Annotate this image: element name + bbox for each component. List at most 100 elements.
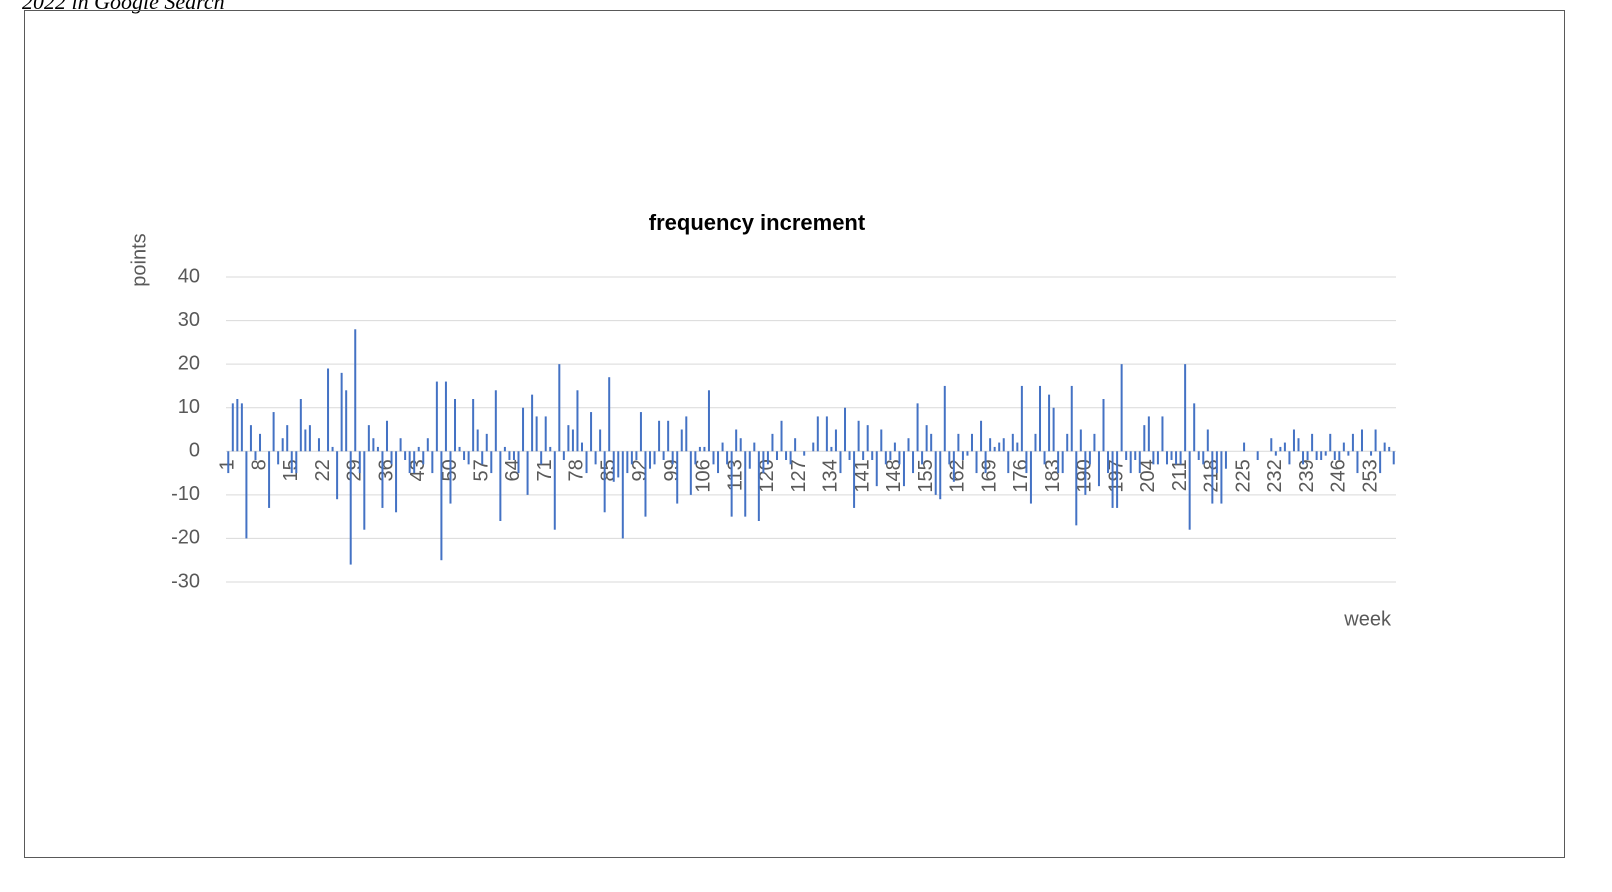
bar <box>1057 451 1060 474</box>
y-tick-label: 20 <box>178 352 200 374</box>
x-tick-label: 29 <box>344 459 366 481</box>
bar <box>272 412 275 452</box>
bar <box>898 451 901 465</box>
x-tick-label: 127 <box>788 459 810 492</box>
bar <box>880 429 883 452</box>
y-tick-label: -30 <box>171 570 200 592</box>
bar <box>408 451 411 474</box>
x-tick-label: 204 <box>1137 459 1159 492</box>
bar <box>449 451 452 504</box>
bar <box>871 451 874 460</box>
bar <box>1048 394 1051 452</box>
bar <box>295 451 298 474</box>
bar <box>1111 451 1114 508</box>
bar <box>454 399 457 452</box>
bar <box>1297 438 1300 452</box>
x-tick-label: 36 <box>375 459 397 481</box>
bar <box>1125 451 1128 460</box>
bar <box>961 451 964 460</box>
bar <box>943 385 946 452</box>
bar <box>825 416 828 452</box>
bar <box>893 442 896 452</box>
bar <box>585 451 588 474</box>
bar <box>1292 429 1295 452</box>
bar <box>1188 451 1191 530</box>
x-tick-label: 57 <box>471 459 493 481</box>
bar <box>249 425 252 452</box>
bar <box>1347 451 1350 456</box>
bar <box>1270 438 1273 452</box>
bar <box>658 420 661 452</box>
x-tick-label: 78 <box>566 459 588 481</box>
bar <box>1129 451 1132 474</box>
bar <box>844 407 847 452</box>
bar <box>1093 433 1096 452</box>
bar <box>512 451 515 460</box>
bar <box>1206 429 1209 452</box>
bar <box>599 429 602 452</box>
bar <box>517 451 520 474</box>
bar <box>236 399 239 452</box>
bar <box>277 451 280 465</box>
bar <box>1338 451 1341 460</box>
bar <box>653 451 656 465</box>
bar <box>1107 451 1110 474</box>
bar <box>540 451 543 465</box>
bar <box>571 429 574 452</box>
bar <box>1025 451 1028 474</box>
bar <box>367 425 370 452</box>
bar <box>1020 385 1023 452</box>
bar <box>671 451 674 465</box>
bar <box>440 451 443 561</box>
bar <box>490 451 493 474</box>
bar <box>1143 425 1146 452</box>
bar <box>1075 451 1078 526</box>
bar <box>458 446 461 452</box>
bar <box>590 412 593 452</box>
bar <box>1039 385 1042 452</box>
bar <box>730 451 733 517</box>
bar <box>245 451 248 539</box>
bar <box>1084 451 1087 495</box>
y-tick-label: -10 <box>171 483 200 505</box>
bar <box>630 451 633 465</box>
bar <box>794 438 797 452</box>
bar <box>766 451 769 465</box>
x-tick-label: 162 <box>947 459 969 492</box>
bar <box>907 438 910 452</box>
bar <box>744 451 747 517</box>
bar <box>875 451 878 487</box>
x-tick-label: 43 <box>407 459 429 481</box>
bar <box>381 451 384 508</box>
bar <box>644 451 647 517</box>
chart-frame <box>24 10 1565 858</box>
x-tick-label: 106 <box>693 459 715 492</box>
bar <box>1288 451 1291 465</box>
bar <box>558 364 561 452</box>
bar <box>889 451 892 460</box>
bar <box>526 451 529 495</box>
bar <box>739 438 742 452</box>
bar <box>553 451 556 530</box>
bar <box>639 412 642 452</box>
bar <box>376 446 379 452</box>
bar <box>372 438 375 452</box>
bar <box>417 446 420 452</box>
bar <box>912 451 915 474</box>
bar <box>1043 451 1046 465</box>
bar <box>662 451 665 460</box>
bar <box>390 451 393 465</box>
bar <box>481 451 484 465</box>
x-tick-label: 176 <box>1010 459 1032 492</box>
x-tick-label: 253 <box>1359 459 1381 492</box>
bar <box>1329 433 1332 452</box>
bar <box>1152 451 1155 465</box>
bar <box>549 446 552 452</box>
bar <box>612 451 615 482</box>
x-tick-label: 211 <box>1169 459 1191 491</box>
x-tick-label: 64 <box>502 459 524 481</box>
bar <box>857 420 860 452</box>
bar <box>726 451 729 465</box>
bar <box>921 451 924 465</box>
bar <box>694 451 697 465</box>
